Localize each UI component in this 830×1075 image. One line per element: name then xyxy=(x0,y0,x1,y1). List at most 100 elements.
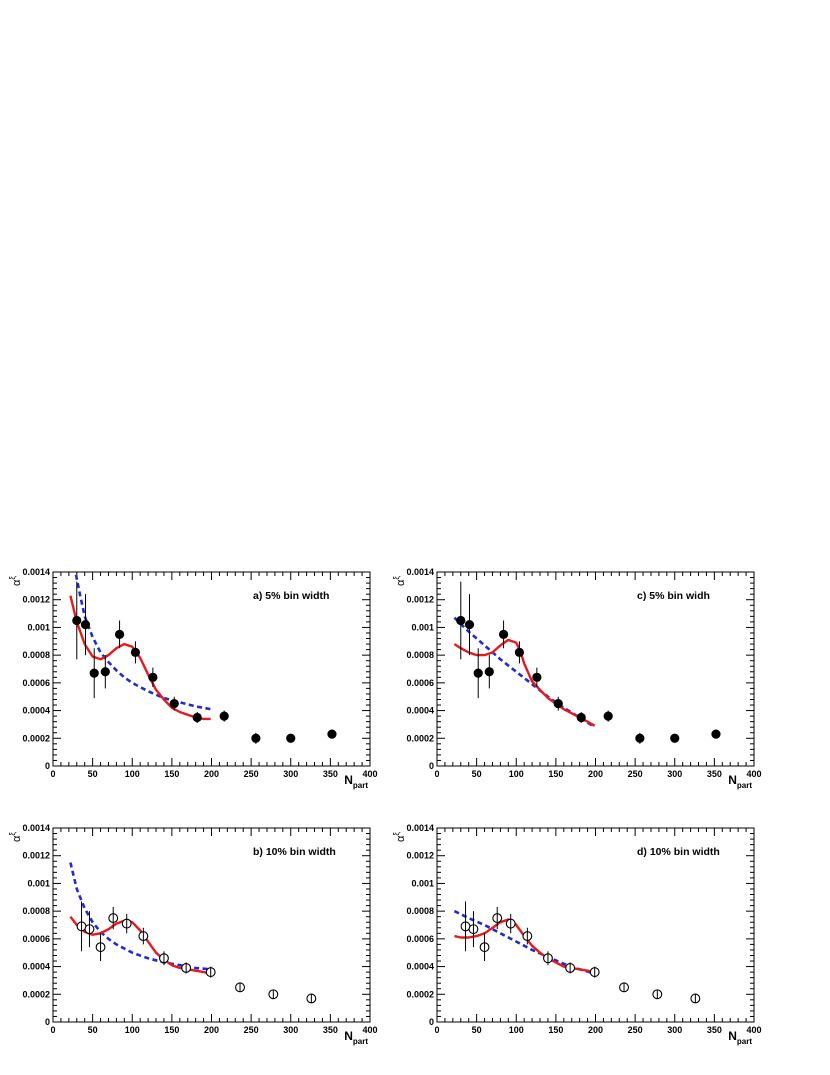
x-tick-label: 50 xyxy=(472,1025,482,1035)
data-point xyxy=(130,647,141,657)
x-tick-label: 50 xyxy=(472,769,482,779)
data-point xyxy=(169,699,179,709)
data-point xyxy=(114,629,125,639)
y-tick-label: 0.0004 xyxy=(22,706,50,716)
data-point xyxy=(553,699,563,709)
data-point xyxy=(473,668,483,678)
y-tick-label: 0.0002 xyxy=(22,733,50,743)
y-tick-label: 0.001 xyxy=(27,622,50,632)
y-tick-label: 0.0014 xyxy=(22,823,50,833)
data-point xyxy=(532,672,542,682)
fit-curve-dashed xyxy=(69,862,211,971)
data-point xyxy=(498,629,509,639)
data-point xyxy=(192,712,202,723)
y-tick-label: 0.0014 xyxy=(406,823,434,833)
data-point xyxy=(89,668,99,678)
x-tick-label: 100 xyxy=(509,769,524,779)
data-point xyxy=(100,667,110,677)
y-axis-label: αξ xyxy=(8,576,23,586)
x-tick-label: 250 xyxy=(628,769,643,779)
x-tick-label: 100 xyxy=(125,1025,140,1035)
data-point xyxy=(635,733,645,743)
y-tick-label: 0.0012 xyxy=(406,595,434,605)
y-tick-label: 0.0002 xyxy=(406,733,434,743)
x-axis-label: Npart xyxy=(728,1029,752,1046)
x-tick-label: 250 xyxy=(628,1025,643,1035)
x-tick-label: 400 xyxy=(362,769,377,779)
data-point xyxy=(464,620,475,630)
x-tick-label: 300 xyxy=(667,1025,682,1035)
data-point xyxy=(603,711,613,721)
y-tick-label: 0.0002 xyxy=(22,989,50,999)
fit-curve-dashed xyxy=(453,909,596,975)
y-tick-label: 0.0012 xyxy=(22,851,50,861)
data-point xyxy=(670,733,680,743)
y-tick-label: 0.0008 xyxy=(406,650,434,660)
x-tick-label: 300 xyxy=(667,769,682,779)
y-tick-label: 0.0012 xyxy=(406,851,434,861)
panel-label: b) 10% bin width xyxy=(253,846,336,858)
y-axis-label: αξ xyxy=(8,832,23,842)
y-tick-label: 0 xyxy=(45,761,50,771)
x-tick-label: 150 xyxy=(548,1025,563,1035)
data-point xyxy=(80,620,91,630)
panel-label: a) 5% bin width xyxy=(253,590,329,602)
x-tick-label: 200 xyxy=(204,1025,219,1035)
x-tick-label: 300 xyxy=(283,1025,298,1035)
fit-curve-dashed xyxy=(74,574,211,711)
x-axis-label: Npart xyxy=(344,773,368,790)
data-point xyxy=(148,672,158,682)
y-tick-label: 0.0006 xyxy=(22,678,50,688)
data-point xyxy=(484,667,494,677)
x-tick-label: 300 xyxy=(283,769,298,779)
chart-panel-3: 0 50 100 150 200 250 300 350 400 0 0.0002 0.0004 0.0… xyxy=(8,823,378,1046)
data-point xyxy=(456,615,466,626)
y-tick-label: 0.0004 xyxy=(406,706,434,716)
x-tick-label: 250 xyxy=(244,769,259,779)
data-point xyxy=(327,729,337,739)
x-tick-label: 400 xyxy=(746,1025,761,1035)
x-tick-label: 200 xyxy=(204,769,219,779)
y-tick-label: 0 xyxy=(429,761,434,771)
x-tick-label: 50 xyxy=(88,769,98,779)
x-tick-label: 400 xyxy=(746,769,761,779)
x-tick-label: 0 xyxy=(50,1025,55,1035)
y-tick-label: 0.0008 xyxy=(22,906,50,916)
x-tick-label: 150 xyxy=(164,769,179,779)
y-tick-label: 0.0014 xyxy=(406,567,434,577)
x-tick-label: 0 xyxy=(50,769,55,779)
x-tick-label: 350 xyxy=(707,769,722,779)
y-tick-label: 0.0004 xyxy=(22,962,50,972)
y-tick-label: 0.001 xyxy=(411,622,434,632)
y-tick-label: 0 xyxy=(429,1017,434,1027)
chart-panel-2: 0 50 100 150 200 250 300 350 400 0 0.0002 0.0004 0.0… xyxy=(392,567,762,790)
chart-panel-4: 0 50 100 150 200 250 300 350 400 0 0.0002 0.0004 0.0… xyxy=(392,823,762,1046)
data-point xyxy=(219,711,229,721)
y-tick-label: 0.0006 xyxy=(22,934,50,944)
data-point xyxy=(251,733,261,743)
x-tick-label: 150 xyxy=(164,1025,179,1035)
data-point xyxy=(711,729,721,739)
x-tick-label: 200 xyxy=(588,769,603,779)
x-tick-label: 0 xyxy=(434,1025,439,1035)
y-tick-label: 0.0002 xyxy=(406,989,434,999)
fit-curve-dashed xyxy=(453,616,596,729)
y-axis-label: αξ xyxy=(392,576,407,586)
y-tick-label: 0.0014 xyxy=(22,567,50,577)
x-axis-label: Npart xyxy=(344,1029,368,1046)
y-tick-label: 0 xyxy=(45,1017,50,1027)
data-point xyxy=(576,712,586,723)
x-tick-label: 350 xyxy=(323,1025,338,1035)
x-tick-label: 0 xyxy=(434,769,439,779)
y-axis-label: αξ xyxy=(392,832,407,842)
x-tick-label: 200 xyxy=(588,1025,603,1035)
x-tick-label: 400 xyxy=(362,1025,377,1035)
x-tick-label: 100 xyxy=(125,769,140,779)
y-tick-label: 0.0006 xyxy=(406,934,434,944)
data-point xyxy=(286,733,296,743)
y-tick-label: 0.0008 xyxy=(406,906,434,916)
x-tick-label: 250 xyxy=(244,1025,259,1035)
panel-label: d) 10% bin width xyxy=(637,846,720,858)
y-tick-label: 0.001 xyxy=(411,878,434,888)
